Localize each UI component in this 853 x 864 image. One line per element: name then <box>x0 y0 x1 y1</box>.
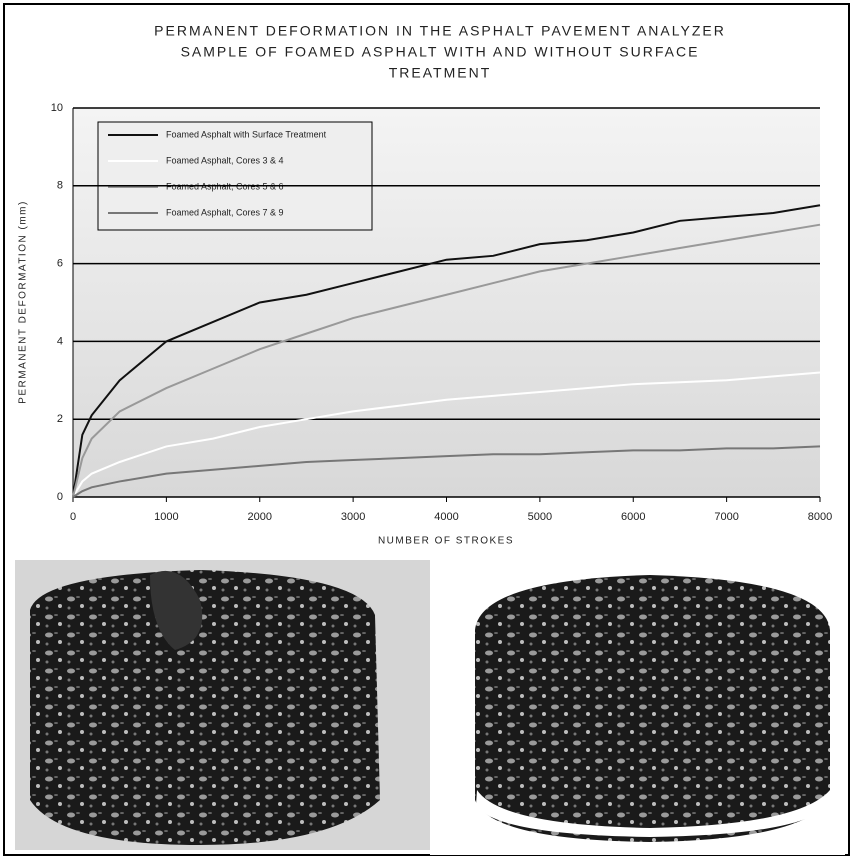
y-axis-label: PERMANENT DEFORMATION (mm) <box>18 200 29 404</box>
y-tick-label: 8 <box>57 180 63 192</box>
x-tick-label: 7000 <box>714 511 738 523</box>
y-tick-label: 2 <box>57 413 63 425</box>
x-tick-label: 1000 <box>154 511 178 523</box>
x-tick-label: 6000 <box>621 511 645 523</box>
x-tick-label: 3000 <box>341 511 365 523</box>
legend-label: Foamed Asphalt, Cores 7 & 9 <box>166 207 284 217</box>
x-tick-label: 2000 <box>248 511 272 523</box>
legend-label: Foamed Asphalt with Surface Treatment <box>166 129 327 139</box>
figure: Foamed Asphalt with Surface Treatment Foa… <box>0 0 853 859</box>
photo-left <box>15 560 430 850</box>
x-tick-label: 5000 <box>528 511 552 523</box>
chart-title: SAMPLE OF FOAMED ASPHALT WITH AND WITHOU… <box>181 44 700 60</box>
y-tick-label: 0 <box>57 491 63 503</box>
x-tick-label: 8000 <box>808 511 832 523</box>
legend-label: Foamed Asphalt, Cores 3 & 4 <box>166 155 284 165</box>
y-tick-label: 4 <box>57 335 63 347</box>
x-axis-label: NUMBER OF STROKES <box>378 536 514 547</box>
chart-title: TREATMENT <box>389 65 492 81</box>
chart-title: PERMANENT DEFORMATION IN THE ASPHALT PAV… <box>154 23 726 39</box>
photo-right <box>430 565 845 855</box>
y-tick-label: 6 <box>57 258 63 270</box>
x-tick-label: 4000 <box>434 511 458 523</box>
y-tick-label: 10 <box>51 102 63 114</box>
legend: Foamed Asphalt with Surface Treatment Foa… <box>98 122 372 230</box>
x-tick-label: 0 <box>70 511 76 523</box>
